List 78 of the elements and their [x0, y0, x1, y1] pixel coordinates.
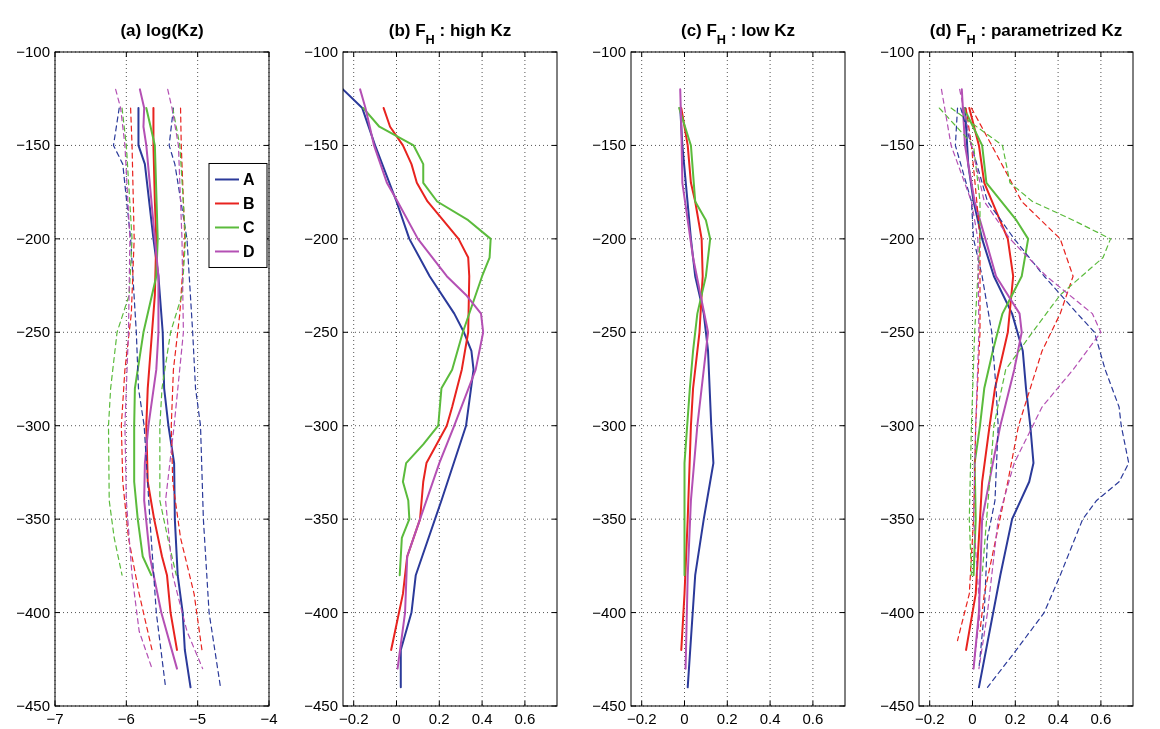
- x-tick-label: 0.6: [802, 710, 824, 727]
- x-tick-label: 0.2: [428, 710, 450, 727]
- y-tick-label: −400: [880, 603, 914, 621]
- y-tick-label: −250: [16, 323, 50, 341]
- x-tick-label: 0.6: [1090, 710, 1112, 727]
- y-tick-label: −200: [880, 229, 914, 247]
- y-tick-label: −250: [880, 323, 914, 341]
- x-tick-label: 0.2: [1004, 710, 1026, 727]
- y-tick-label: −100: [16, 43, 50, 60]
- x-tick-label: 0.6: [514, 710, 536, 727]
- line-series: [112, 107, 167, 688]
- y-tick-label: −200: [304, 229, 338, 247]
- x-tick-label: 0: [680, 710, 689, 727]
- line-series: [137, 107, 192, 689]
- y-tick-label: −250: [304, 323, 338, 341]
- legend-label: D: [243, 243, 255, 261]
- x-tick-label: −6: [117, 710, 135, 727]
- line-series: [145, 107, 178, 651]
- y-tick-label: −100: [592, 43, 626, 60]
- x-tick-label: 0: [392, 710, 401, 727]
- x-tick-label: −5: [189, 710, 207, 727]
- line-series: [107, 107, 133, 576]
- y-tick-label: −200: [16, 229, 50, 247]
- y-tick-label: −100: [304, 43, 338, 60]
- x-tick-label: 0.4: [1047, 710, 1069, 727]
- legend-label: C: [243, 219, 255, 237]
- x-tick-label: 0: [968, 710, 977, 727]
- y-tick-label: −350: [880, 510, 914, 528]
- line-series: [950, 107, 1112, 576]
- line-series: [343, 88, 475, 689]
- line-series: [359, 88, 485, 670]
- line-series: [133, 107, 159, 577]
- line-series: [680, 107, 704, 651]
- y-tick-label: −300: [880, 416, 914, 434]
- line-series: [960, 107, 1130, 688]
- chart-title: (c) F$_{H}$ : low Kz: [680, 21, 796, 47]
- y-tick-label: −400: [592, 603, 626, 621]
- line-series: [120, 107, 153, 651]
- x-tick-label: 0.4: [471, 710, 493, 727]
- legend-label: A: [243, 171, 255, 189]
- x-tick-label: −0.2: [338, 710, 369, 727]
- x-tick-label: −4: [260, 710, 278, 727]
- y-tick-label: −350: [16, 510, 50, 528]
- y-tick-label: −450: [880, 697, 914, 714]
- line-series: [138, 88, 178, 670]
- y-tick-label: −100: [880, 43, 914, 60]
- y-tick-label: −400: [16, 603, 50, 621]
- line-series: [382, 107, 471, 651]
- y-tick-label: −350: [304, 510, 338, 528]
- y-tick-label: −200: [592, 229, 626, 247]
- x-tick-label: −0.2: [914, 710, 945, 727]
- y-tick-label: −350: [592, 510, 626, 528]
- line-series: [164, 88, 204, 670]
- x-tick-label: −0.2: [626, 710, 657, 727]
- line-series: [679, 88, 710, 670]
- line-series: [170, 107, 203, 651]
- y-tick-label: −300: [304, 416, 338, 434]
- line-series: [115, 88, 153, 670]
- y-tick-label: −150: [16, 136, 50, 154]
- line-series: [159, 107, 187, 576]
- legend-label: B: [243, 195, 255, 213]
- y-tick-label: −450: [592, 697, 626, 714]
- x-tick-label: 0.4: [759, 710, 781, 727]
- y-tick-label: −300: [592, 416, 626, 434]
- chart-title: (d) F$_{H}$ : parametrized Kz: [929, 21, 1123, 47]
- chart-title: (a) log(Kz): [120, 21, 204, 40]
- y-tick-label: −450: [304, 697, 338, 714]
- line-series: [168, 107, 222, 688]
- y-tick-label: −150: [304, 136, 338, 154]
- y-tick-label: −150: [592, 136, 626, 154]
- y-tick-label: −150: [880, 136, 914, 154]
- line-series: [678, 107, 712, 577]
- line-series: [362, 107, 492, 577]
- x-tick-label: 0.2: [716, 710, 738, 727]
- chart-title: (b) F$_{H}$ : high Kz: [388, 21, 512, 47]
- y-tick-label: −250: [592, 323, 626, 341]
- y-tick-label: −300: [16, 416, 50, 434]
- y-tick-label: −400: [304, 603, 338, 621]
